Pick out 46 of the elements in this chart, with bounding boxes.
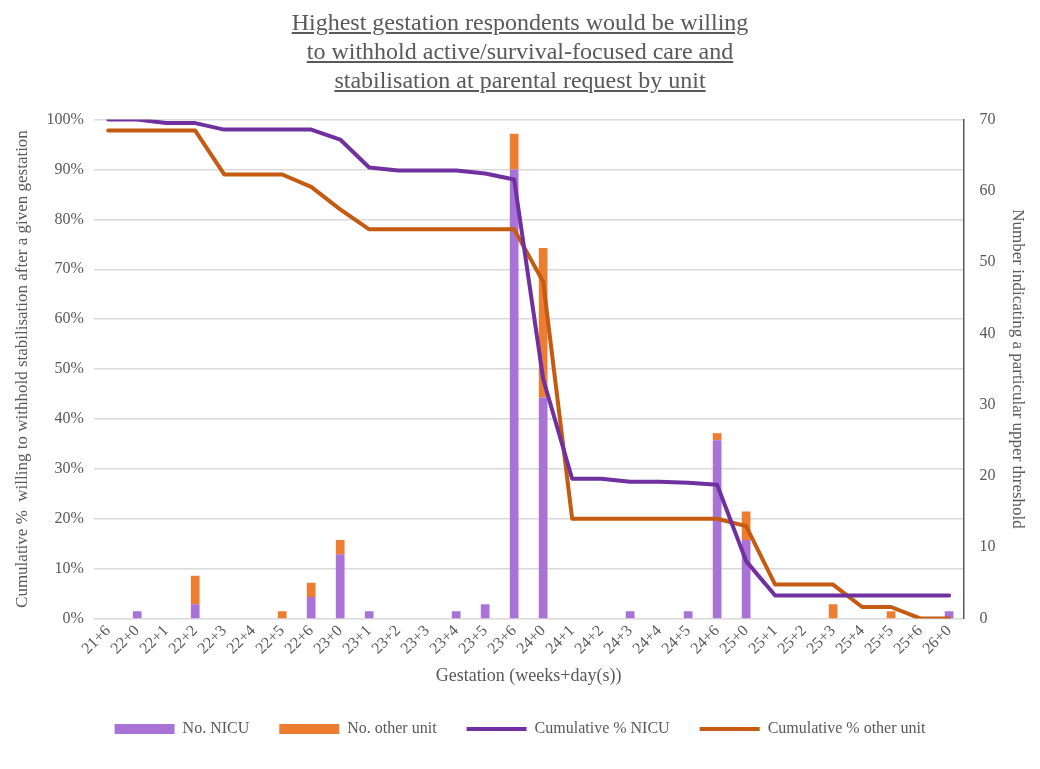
chart-title: Highest gestation respondents would be willing to withhold active/survival-focused care and stabilisation at parental request by unit — [290, 8, 750, 95]
bar — [364, 611, 374, 619]
bar — [480, 604, 490, 619]
y2-tick-label: 0 — [979, 608, 988, 626]
bar — [306, 582, 316, 598]
bar — [683, 611, 693, 619]
bar — [509, 133, 519, 170]
bar — [335, 540, 345, 555]
bar — [277, 611, 287, 619]
y2-tick-label: 70 — [979, 109, 996, 127]
y2-tick-label: 10 — [979, 537, 996, 555]
y-axis-title: Cumulative % willing to withhold stabilisation after a given gestation — [11, 129, 31, 608]
bar — [886, 611, 896, 619]
bar — [625, 611, 635, 619]
bar — [335, 554, 345, 619]
legend-label: No. other unit — [347, 719, 438, 737]
y-tick-label: 60% — [54, 309, 84, 327]
y-tick-label: 80% — [54, 209, 84, 227]
bar — [190, 575, 200, 605]
y2-tick-label: 20 — [979, 466, 996, 484]
legend-label: No. NICU — [182, 719, 250, 737]
bar — [190, 604, 200, 619]
y-tick-label: 50% — [54, 359, 84, 377]
y2-tick-label: 60 — [979, 181, 996, 199]
bar — [509, 169, 519, 619]
y-tick-label: 0% — [62, 608, 84, 626]
y-tick-label: 70% — [54, 259, 84, 277]
y-tick-label: 10% — [54, 558, 84, 576]
y2-axis-title: Number indicating a particular upper threshold — [1009, 209, 1029, 530]
bar — [132, 611, 142, 619]
bar — [712, 433, 722, 441]
y-tick-label: 100% — [46, 109, 84, 127]
y2-tick-label: 40 — [979, 323, 996, 341]
y-tick-label: 20% — [54, 508, 84, 526]
bar — [306, 597, 316, 619]
y-tick-label: 90% — [54, 159, 84, 177]
y-tick-label: 30% — [54, 459, 84, 477]
y-tick-label: 40% — [54, 409, 84, 427]
y2-tick-label: 30 — [979, 394, 996, 412]
legend-label: Cumulative % NICU — [534, 719, 671, 737]
bar — [451, 611, 461, 619]
x-axis-title: Gestation (weeks+day(s)) — [435, 664, 622, 686]
bar — [538, 397, 548, 619]
y2-tick-label: 50 — [979, 252, 996, 270]
bar — [828, 604, 838, 619]
legend-label: Cumulative % other unit — [767, 719, 926, 737]
